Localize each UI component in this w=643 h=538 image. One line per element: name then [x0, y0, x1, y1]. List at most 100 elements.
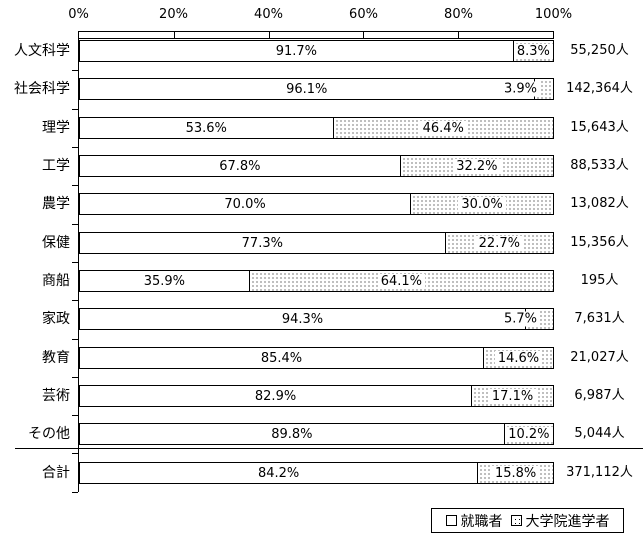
segment-gradschool: 22.7%	[445, 233, 553, 253]
total-count-label: 6,987人	[574, 388, 625, 403]
category-label: 教育	[42, 350, 70, 366]
x-axis-tick-label: 100%	[534, 7, 573, 22]
category-label: 商船	[42, 273, 70, 289]
axis-tick	[363, 32, 365, 38]
segment-employed-label: 82.9%	[251, 388, 300, 404]
category-label: 工学	[42, 158, 70, 174]
segment-employed-label: 96.1%	[283, 81, 331, 97]
category-axis-tick	[72, 262, 78, 263]
segment-employed-label: 67.8%	[216, 158, 264, 174]
segment-gradschool: 8.3%	[513, 41, 553, 61]
bar-row: 94.3% 5.7%	[79, 308, 554, 330]
segment-employed: 53.6%	[80, 118, 334, 138]
segment-employed-label: 84.2%	[254, 465, 303, 481]
bar-row: 96.1% 3.9%	[79, 78, 554, 100]
segment-employed: 82.9%	[80, 386, 473, 406]
segment-gradschool: 17.1%	[472, 386, 553, 406]
segment-gradschool-label: 10.2%	[505, 426, 553, 442]
bar-row: 77.3% 22.7%	[79, 232, 554, 254]
x-axis-tick-label: 60%	[349, 7, 378, 22]
total-count-label: 55,250人	[570, 43, 629, 58]
category-label: 合計	[42, 465, 70, 481]
segment-employed-label: 70.0%	[221, 196, 269, 212]
category-axis-tick	[72, 70, 78, 71]
segment-employed: 67.8%	[80, 156, 401, 176]
category-axis-tick	[72, 492, 78, 493]
total-count-label: 15,643人	[570, 120, 629, 135]
category-axis-tick	[72, 415, 78, 416]
segment-employed: 70.0%	[80, 194, 412, 214]
legend: 就職者 大学院進学者	[431, 508, 624, 533]
total-count-label: 371,112人	[566, 465, 633, 480]
segment-employed: 89.8%	[80, 424, 505, 444]
segment-gradschool-label: 32.2%	[453, 158, 501, 174]
segment-employed: 85.4%	[80, 348, 484, 368]
total-count-label: 5,044人	[574, 426, 625, 441]
total-count-label: 13,082人	[570, 196, 629, 211]
total-count-label: 7,631人	[574, 311, 625, 326]
axis-tick	[268, 32, 270, 38]
total-count-label: 142,364人	[566, 81, 633, 96]
segment-gradschool: 32.2%	[400, 156, 553, 176]
category-axis-tick	[72, 453, 78, 454]
segment-employed-label: 94.3%	[278, 311, 327, 327]
segment-employed: 94.3%	[80, 309, 527, 329]
category-axis-tick	[72, 377, 78, 378]
total-count-label: 88,533人	[570, 158, 629, 173]
category-axis-line	[78, 31, 79, 492]
segment-employed-label: 53.6%	[182, 120, 230, 136]
category-axis-tick	[72, 224, 78, 225]
bar-row: 82.9% 17.1%	[79, 385, 554, 407]
legend-entry-label: 就職者	[460, 513, 503, 530]
x-axis-tick-label: 20%	[159, 7, 188, 22]
segment-gradschool-label: 30.0%	[458, 196, 506, 212]
segment-employed: 77.3%	[80, 233, 446, 253]
category-label: その他	[28, 426, 70, 442]
legend-item: 就職者	[445, 511, 503, 531]
segment-gradschool-label: 64.1%	[377, 273, 426, 289]
segment-employed-label: 91.7%	[272, 43, 321, 59]
x-axis-tick-label: 0%	[68, 7, 89, 22]
total-count-label: 21,027人	[570, 350, 629, 365]
bar-row: 35.9% 64.1%	[79, 270, 554, 292]
segment-gradschool: 14.6%	[483, 348, 553, 368]
category-axis-tick	[72, 109, 78, 110]
category-label: 農学	[42, 196, 70, 212]
axis-tick	[458, 32, 460, 38]
category-label: 保健	[42, 235, 70, 251]
legend-item: 大学院進学者	[510, 511, 610, 531]
legend-marker-dots-icon	[510, 515, 522, 526]
segment-gradschool-label: 46.4%	[419, 120, 467, 136]
bar-row: 91.7% 8.3%	[79, 40, 554, 62]
segment-employed-label: 77.3%	[238, 235, 286, 251]
legend-marker-white-icon	[445, 515, 457, 526]
category-axis-tick	[72, 339, 78, 340]
category-axis-tick	[72, 147, 78, 148]
total-count-label: 15,356人	[570, 235, 629, 250]
segment-employed-label: 35.9%	[140, 273, 189, 289]
category-axis-tick	[72, 185, 78, 186]
segment-employed: 84.2%	[80, 463, 479, 483]
category-label: 家政	[42, 311, 70, 327]
segment-employed-label: 85.4%	[257, 350, 306, 366]
axis-tick	[173, 32, 175, 38]
segment-employed: 35.9%	[80, 271, 250, 291]
segment-gradschool-label: 15.8%	[491, 465, 540, 481]
total-separator-line	[15, 448, 643, 449]
segment-gradschool-label: 5.7%	[500, 311, 540, 327]
x-axis-strip	[78, 31, 554, 39]
segment-employed: 96.1%	[80, 79, 535, 99]
bar-row: 85.4% 14.6%	[79, 347, 554, 369]
segment-gradschool-label: 8.3%	[513, 43, 553, 59]
segment-gradschool-label: 14.6%	[494, 350, 543, 366]
category-label: 人文科学	[14, 43, 70, 59]
segment-gradschool: 15.8%	[478, 463, 553, 483]
segment-gradschool: 46.4%	[333, 118, 553, 138]
bar-row: 84.2% 15.8%	[79, 462, 554, 484]
bar-row: 89.8% 10.2%	[79, 423, 554, 445]
segment-gradschool-label: 22.7%	[475, 235, 523, 251]
segment-gradschool-label: 17.1%	[488, 388, 537, 404]
legend-entry-label: 大学院進学者	[525, 513, 610, 530]
bar-row: 67.8% 32.2%	[79, 155, 554, 177]
